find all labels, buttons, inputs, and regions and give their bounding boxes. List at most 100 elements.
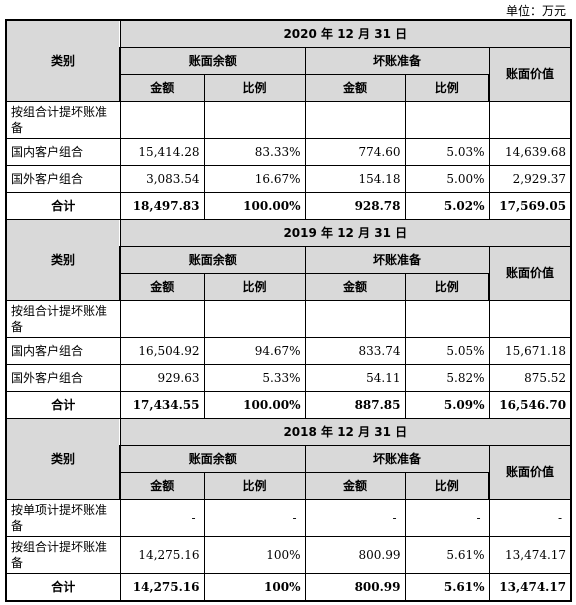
block-2018-date-row: 类别 2018 年 12 月 31 日	[5, 418, 573, 500]
bad-debt-ratio	[404, 300, 490, 338]
book-value: 875.52	[488, 364, 573, 392]
total-label: 合计	[5, 192, 121, 220]
total-balance-amount: 18,497.83	[119, 192, 205, 220]
total-row: 合计 18,497.83 100.00% 928.78 5.02% 17,569…	[5, 192, 573, 220]
total-row: 合计 14,275.16 100% 800.99 5.61% 13,474.17	[5, 573, 573, 602]
bad-debt-ratio	[404, 101, 490, 139]
total-book-value: 17,569.05	[488, 192, 573, 220]
amount-header: 金额	[119, 74, 205, 102]
balance-ratio: 100%	[203, 536, 306, 574]
bad-debt-amount: 154.18	[304, 165, 406, 193]
bad-debt-ratio: 5.05%	[404, 337, 490, 365]
balance-amount: 3,083.54	[119, 165, 205, 193]
table-row: 按单项计提坏账准备 - - - - -	[5, 499, 573, 537]
ratio-header: 比例	[404, 74, 490, 102]
bad-debt-ratio: 5.03%	[404, 138, 490, 166]
book-value-header: 账面价值	[488, 445, 573, 500]
block-2019-date-row: 类别 2019 年 12 月 31 日	[5, 219, 573, 301]
table-row: 国内客户组合 15,414.28 83.33% 774.60 5.03% 14,…	[5, 138, 573, 166]
group-header-row: 账面余额 坏账准备 账面价值	[6, 445, 573, 500]
row-label: 按组合计提坏账准备	[5, 101, 121, 139]
table-row: 国外客户组合 929.63 5.33% 54.11 5.82% 875.52	[5, 364, 573, 392]
ratio-header: 比例	[404, 472, 490, 500]
row-label: 国外客户组合	[5, 364, 121, 392]
amount-header: 金额	[119, 273, 205, 301]
ratio-header: 比例	[404, 273, 490, 301]
bad-debt-amount: -	[304, 499, 406, 537]
bad-debt-ratio: 5.00%	[404, 165, 490, 193]
table-row: 按组合计提坏账准备	[5, 300, 573, 338]
balance-ratio: 94.67%	[203, 337, 306, 365]
balance-amount: 16,504.92	[119, 337, 205, 365]
book-value	[488, 300, 573, 338]
row-label: 国外客户组合	[5, 165, 121, 193]
balance-ratio: 83.33%	[203, 138, 306, 166]
balance-amount: 929.63	[119, 364, 205, 392]
balance-ratio: -	[203, 499, 306, 537]
bad-debt-provision-table: 类别 2020 年 12 月 31 日 账面余额 坏账准备 账面价值 金额 比例…	[5, 19, 573, 602]
total-row: 合计 17,434.55 100.00% 887.85 5.09% 16,546…	[5, 391, 573, 419]
bad-debt-amount	[304, 300, 406, 338]
book-value-header: 账面价值	[488, 47, 573, 102]
sub-header-row: 金额 比例 金额 比例	[6, 472, 571, 500]
bad-debt-amount: 54.11	[304, 364, 406, 392]
balance-ratio: 5.33%	[203, 364, 306, 392]
total-label: 合计	[5, 573, 121, 602]
table-row: 国外客户组合 3,083.54 16.67% 154.18 5.00% 2,92…	[5, 165, 573, 193]
row-label: 国内客户组合	[5, 337, 121, 365]
balance-amount: 15,414.28	[119, 138, 205, 166]
bad-debt-header: 坏账准备	[304, 445, 490, 473]
total-bad-debt-ratio: 5.09%	[404, 391, 490, 419]
total-bad-debt-ratio: 5.02%	[404, 192, 490, 220]
book-value: 14,639.68	[488, 138, 573, 166]
bad-debt-amount: 774.60	[304, 138, 406, 166]
category-header: 类别	[5, 418, 121, 500]
row-label: 按单项计提坏账准备	[5, 499, 121, 537]
book-balance-header: 账面余额	[119, 445, 306, 473]
bad-debt-header: 坏账准备	[304, 246, 490, 274]
total-balance-amount: 14,275.16	[119, 573, 205, 602]
balance-amount: 14,275.16	[119, 536, 205, 574]
amount-header: 金额	[304, 273, 406, 301]
ratio-header: 比例	[203, 273, 306, 301]
total-balance-ratio: 100.00%	[203, 391, 306, 419]
group-header-row: 账面余额 坏账准备 账面价值	[6, 246, 573, 301]
ratio-header: 比例	[203, 74, 306, 102]
total-balance-amount: 17,434.55	[119, 391, 205, 419]
total-book-value: 13,474.17	[488, 573, 573, 602]
book-value: 15,671.18	[488, 337, 573, 365]
total-bad-debt-amount: 800.99	[304, 573, 406, 602]
book-value-header: 账面价值	[488, 246, 573, 301]
bad-debt-header: 坏账准备	[304, 47, 490, 75]
row-label: 按组合计提坏账准备	[5, 300, 121, 338]
group-header-row: 账面余额 坏账准备 账面价值	[6, 47, 573, 102]
unit-label: 单位：万元	[505, 4, 566, 18]
balance-amount: -	[119, 499, 205, 537]
amount-header: 金额	[119, 472, 205, 500]
balance-amount	[119, 300, 205, 338]
total-label: 合计	[5, 391, 121, 419]
total-balance-ratio: 100%	[203, 573, 306, 602]
category-header: 类别	[5, 219, 121, 301]
book-balance-header: 账面余额	[119, 47, 306, 75]
balance-ratio	[203, 101, 306, 139]
sub-header-row: 金额 比例 金额 比例	[6, 74, 571, 102]
book-value: -	[488, 499, 573, 537]
block-2020-date-row: 类别 2020 年 12 月 31 日	[5, 19, 573, 102]
period-header: 2020 年 12 月 31 日	[119, 19, 573, 48]
ratio-header: 比例	[203, 472, 306, 500]
total-book-value: 16,546.70	[488, 391, 573, 419]
book-value	[488, 101, 573, 139]
sub-header-row: 金额 比例 金额 比例	[6, 273, 571, 301]
book-balance-header: 账面余额	[119, 246, 306, 274]
book-value: 13,474.17	[488, 536, 573, 574]
table-row: 按组合计提坏账准备	[5, 101, 573, 139]
row-label: 国内客户组合	[5, 138, 121, 166]
amount-header: 金额	[304, 472, 406, 500]
bad-debt-amount	[304, 101, 406, 139]
total-bad-debt-amount: 887.85	[304, 391, 406, 419]
bad-debt-amount: 833.74	[304, 337, 406, 365]
bad-debt-amount: 800.99	[304, 536, 406, 574]
total-bad-debt-ratio: 5.61%	[404, 573, 490, 602]
period-header: 2019 年 12 月 31 日	[119, 219, 573, 247]
